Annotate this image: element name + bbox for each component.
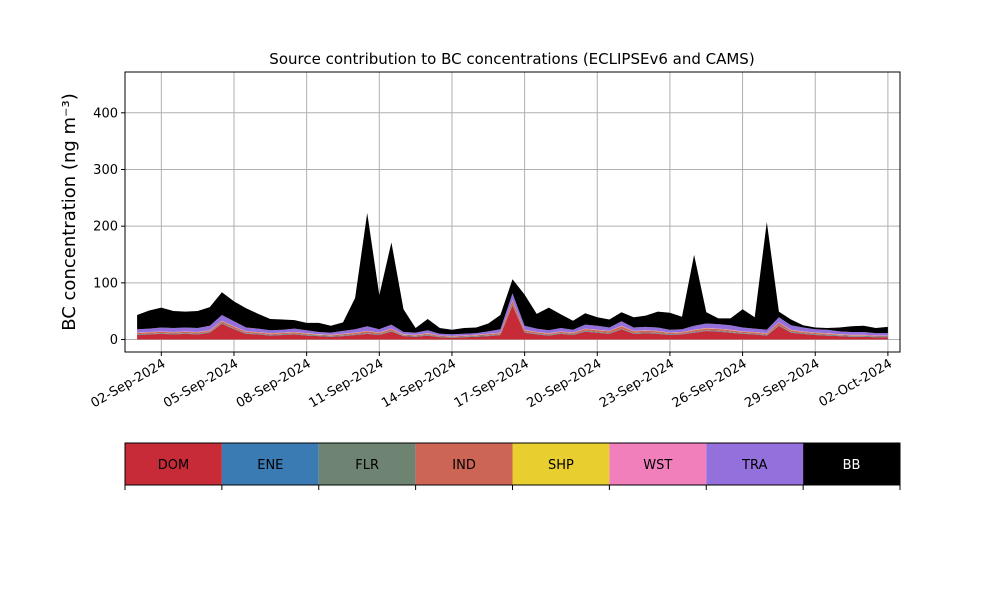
x-tick-label: 05-Sep-2024 bbox=[161, 356, 241, 411]
y-axis-label: BC concentration (ng m⁻³) bbox=[59, 93, 80, 331]
legend-label-tra: TRA bbox=[741, 458, 767, 473]
area-flr bbox=[137, 304, 888, 338]
legend-label-dom: DOM bbox=[158, 458, 189, 473]
legend-swatch-bb bbox=[803, 443, 900, 485]
legend-swatch-wst bbox=[609, 443, 707, 485]
y-axis-ticks: 0 100 200 300 400 bbox=[93, 106, 125, 348]
legend-swatch-shp bbox=[512, 443, 610, 485]
legend-label-shp: SHP bbox=[548, 458, 574, 473]
legend-label-wst: WST bbox=[643, 458, 672, 473]
plot-frame bbox=[124, 71, 901, 353]
x-tick-label: 17-Sep-2024 bbox=[452, 356, 532, 411]
x-tick-label: 11-Sep-2024 bbox=[306, 356, 386, 411]
legend-label-bb: BB bbox=[843, 458, 861, 473]
grid-lines bbox=[125, 72, 900, 352]
y-tick-label: 300 bbox=[93, 163, 118, 178]
stacked-areas bbox=[137, 213, 888, 340]
legend-swatch-ene bbox=[221, 443, 319, 485]
legend-swatch-tra bbox=[706, 443, 804, 485]
legend: DOM ENE FLR IND SHP WST TRA BB bbox=[124, 442, 901, 490]
x-axis-ticks: 02-Sep-202405-Sep-202408-Sep-202411-Sep-… bbox=[89, 352, 895, 411]
y-tick-label: 0 bbox=[110, 333, 118, 348]
legend-frame bbox=[124, 442, 901, 486]
legend-label-ind: IND bbox=[452, 458, 476, 473]
x-tick-label: 02-Oct-2024 bbox=[816, 356, 894, 410]
y-tick-label: 100 bbox=[93, 276, 118, 291]
legend-label-flr: FLR bbox=[355, 458, 379, 473]
x-tick-label: 02-Sep-2024 bbox=[89, 356, 169, 411]
area-ene bbox=[137, 305, 888, 338]
x-tick-label: 29-Sep-2024 bbox=[742, 356, 822, 411]
legend-swatch-dom bbox=[125, 443, 222, 485]
x-tick-label: 23-Sep-2024 bbox=[597, 356, 677, 411]
x-tick-label: 26-Sep-2024 bbox=[670, 356, 750, 411]
chart-title: Source contribution to BC concentrations… bbox=[269, 50, 754, 68]
area-bb bbox=[137, 213, 888, 335]
y-tick-label: 400 bbox=[93, 106, 118, 121]
area-ind bbox=[137, 300, 888, 337]
x-tick-label: 20-Sep-2024 bbox=[524, 356, 604, 411]
area-tra bbox=[137, 293, 888, 336]
legend-swatch-ind bbox=[415, 443, 513, 485]
area-dom bbox=[137, 305, 888, 340]
legend-swatch-flr bbox=[318, 443, 416, 485]
legend-label-ene: ENE bbox=[257, 458, 283, 473]
x-tick-label: 08-Sep-2024 bbox=[234, 356, 314, 411]
x-tick-label: 14-Sep-2024 bbox=[379, 356, 459, 411]
y-tick-label: 200 bbox=[93, 220, 118, 235]
